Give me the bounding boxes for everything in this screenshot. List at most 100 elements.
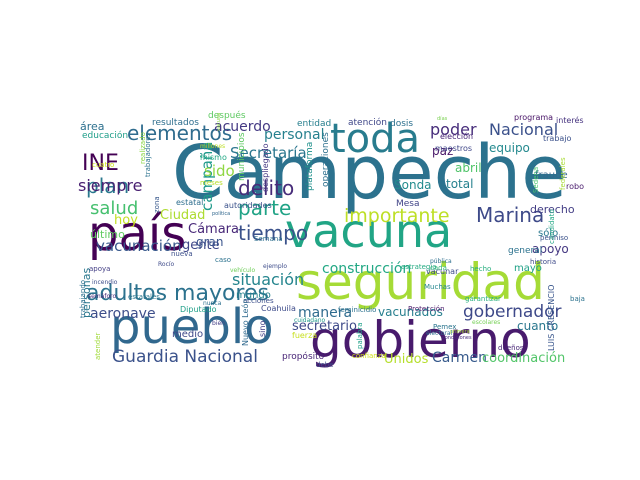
word-vacunacion: vacunación xyxy=(96,237,182,255)
word-delito: delito xyxy=(238,176,294,200)
word-apoya: apoya xyxy=(89,265,110,273)
word-vacuna: vacuna xyxy=(285,204,452,258)
word-construccion: construcción xyxy=(322,261,411,277)
word-resultados: resultados xyxy=(152,118,199,128)
word-confianza: confianza xyxy=(352,352,386,360)
word-candidato: candidato xyxy=(548,209,556,244)
word-incendio: incendio xyxy=(92,279,118,286)
word-autoridades: autoridades xyxy=(224,201,272,210)
word-poder: poder xyxy=(430,120,477,139)
word-hecho: hecho xyxy=(470,265,491,273)
word-gente: gente xyxy=(182,238,220,253)
word-apoyo: apoyo xyxy=(532,242,569,256)
word-estatal: estatal xyxy=(176,198,203,207)
word-siempre: siempre xyxy=(78,176,142,195)
word-derecho: derecho xyxy=(530,203,575,216)
word-nacional: Nacional xyxy=(489,120,558,139)
word-millones: millones xyxy=(200,143,225,150)
word-situacion: situación xyxy=(232,270,304,289)
word-historia: historia xyxy=(530,258,556,266)
word-despliegado: despliegado xyxy=(261,143,270,192)
word-hoy: hoy xyxy=(114,213,138,228)
word-manera: manera xyxy=(298,305,352,321)
word-vacunar: vacunar xyxy=(426,267,459,276)
word-interes: interés xyxy=(556,115,584,125)
word-gobierno: gobierno xyxy=(310,311,531,369)
word-primera: primera xyxy=(450,329,470,335)
word-pemex: Pemex xyxy=(433,323,456,331)
word-cada: cada xyxy=(430,264,447,272)
word-operaciones: operaciones xyxy=(321,132,331,187)
word-salud: salud xyxy=(90,198,138,219)
word-personal: personal xyxy=(264,127,324,143)
word-meses: meses xyxy=(200,179,223,187)
word-fuerza: fuerza xyxy=(292,331,317,340)
word-vacuna: vacuna xyxy=(216,113,222,131)
word-politica: política xyxy=(212,210,230,217)
word-campeche: Campeche xyxy=(172,130,567,216)
word-plan: plan xyxy=(86,174,129,198)
word-baja: baja xyxy=(570,295,585,303)
word-trabajando: trabajando xyxy=(79,280,87,318)
word-area: área xyxy=(80,120,105,133)
word-secretaria: Secretaría xyxy=(230,144,307,162)
word-publica: pública xyxy=(430,258,452,265)
word-aeronave: aeronave xyxy=(90,306,156,322)
word-vacunados: vacunados xyxy=(378,305,443,319)
word-maestros: maestros xyxy=(435,144,472,153)
word-palabra: palabra xyxy=(356,322,364,349)
word-cuanto: cuanto xyxy=(517,319,558,333)
word-duenos: dueños xyxy=(498,344,524,352)
word-campana: campaña xyxy=(198,142,216,211)
word-educacion: educación xyxy=(82,130,128,141)
word-ine: INE xyxy=(82,151,119,176)
word-elementos: elementos xyxy=(127,121,232,145)
word-abril: abril xyxy=(455,161,482,175)
word-muchas: Muchas xyxy=(424,283,451,291)
word-condiciones: condiciones xyxy=(442,335,472,341)
word-acuerdo: acuerdo xyxy=(214,119,271,135)
word-nuevo-leon: Nuevo León xyxy=(240,299,250,346)
word-atender: atender xyxy=(94,332,102,360)
word-parte: parte xyxy=(238,196,291,220)
word-escolares: escolares xyxy=(472,319,500,326)
word-secretario: secretario xyxy=(292,319,357,334)
word-acciones: acciones xyxy=(243,297,274,305)
word-medio: medio xyxy=(172,329,203,340)
word-estatales: estatales xyxy=(128,293,160,301)
word-rocio: Rocío xyxy=(158,261,175,268)
word-coordinacion: coordinación xyxy=(482,351,565,366)
word-debe: debe xyxy=(316,361,334,369)
word-electoral: electoral xyxy=(426,330,453,337)
word-ciudad: Ciudad xyxy=(160,208,205,223)
word-semaforo: semáforo xyxy=(88,293,116,300)
word-sonda: Sonda xyxy=(394,178,432,192)
word-nueva: nueva xyxy=(171,250,193,258)
word-zona: zona xyxy=(153,196,161,213)
word-mayo: mayo xyxy=(514,263,542,274)
word-sido: sido xyxy=(204,162,235,180)
word-cuatro: cuatro xyxy=(92,161,114,169)
word-fraude: fraude xyxy=(535,170,568,181)
word-mundo: mundo xyxy=(236,290,271,301)
word-personas: personas xyxy=(80,268,93,318)
word-unidos: Unidos xyxy=(384,352,429,367)
word-marina: Marina xyxy=(476,203,544,227)
word-proposito: propósito xyxy=(282,351,325,362)
word-mismo: mismo xyxy=(200,153,227,162)
word-paz: paz xyxy=(432,144,453,158)
word-programa: programa xyxy=(514,113,553,122)
word-sedena: Sedena xyxy=(532,167,540,193)
word-municipios: municipios xyxy=(237,132,247,181)
word-guardia-nacional: Guardia Nacional xyxy=(112,347,258,367)
word-coahuila: Coahuila xyxy=(261,304,296,313)
word-garantizar: garantizar xyxy=(465,295,501,303)
word-solo: sólo xyxy=(538,227,558,239)
word-gobernador: gobernador xyxy=(463,302,562,322)
word-entidad: entidad xyxy=(297,119,331,129)
word-general: general xyxy=(508,246,542,256)
word-nunca: nunca xyxy=(203,300,222,307)
word-total: total xyxy=(446,177,473,191)
word-plataforma: plataforma xyxy=(305,142,315,191)
word-feminicidio: feminicidio xyxy=(338,306,376,314)
